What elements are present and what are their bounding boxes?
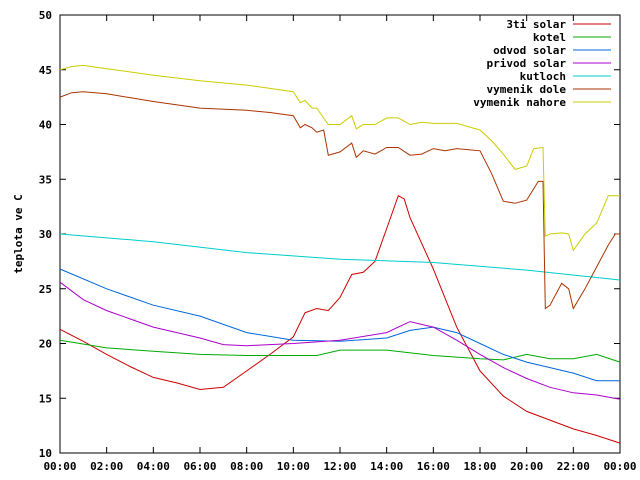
series-line-odvod-solar [59,268,620,382]
series-line-vymenik-nahore [59,64,620,252]
y-tick-label: 40 [39,119,52,132]
y-tick-label: 50 [39,9,52,22]
legend-label: kotel [533,31,566,44]
y-axis-label: teplota ve C [12,194,25,273]
x-tick-label: 22:00 [557,460,590,473]
x-tick-label: 16:00 [417,460,450,473]
legend-label: 3ti solar [506,18,566,31]
series-line-kotel [59,339,621,363]
x-tick-label: 04:00 [137,460,170,473]
x-tick-label: 20:00 [510,460,543,473]
legend-label: vymenik dole [487,83,567,96]
y-tick-label: 25 [39,283,52,296]
legend-label: privod solar [487,57,567,70]
y-tick-label: 30 [39,228,52,241]
x-axis: 00:00 02:00 04:00 06:00 08:00 10:00 12:00 14:00… [43,15,637,473]
x-tick-label: 06:00 [183,460,216,473]
y-tick-label: 35 [39,173,52,186]
legend-label: kutloch [520,70,566,83]
series-line-kutloch [59,233,621,281]
y-tick-label: 20 [39,338,52,351]
legend-label: odvod solar [493,44,566,57]
x-tick-label: 02:00 [90,460,123,473]
x-tick-label: 14:00 [370,460,403,473]
series-line-3ti-solar [59,194,621,444]
y-axis: 10 15 20 25 30 35 40 45 50 [39,9,620,460]
y-tick-label: 10 [39,447,52,460]
y-tick-label: 45 [39,64,52,77]
x-tick-label: 18:00 [463,460,496,473]
series-line-vymenik-dole [59,91,620,310]
x-tick-label: 10:00 [277,460,310,473]
x-tick-label: 08:00 [230,460,263,473]
legend-label: vymenik nahore [473,96,566,109]
x-tick-label: 00:00 [603,460,636,473]
series-group [59,64,621,444]
x-tick-label: 00:00 [43,460,76,473]
series-line-privod-solar [59,281,621,400]
y-tick-label: 15 [39,392,52,405]
x-tick-label: 12:00 [323,460,356,473]
